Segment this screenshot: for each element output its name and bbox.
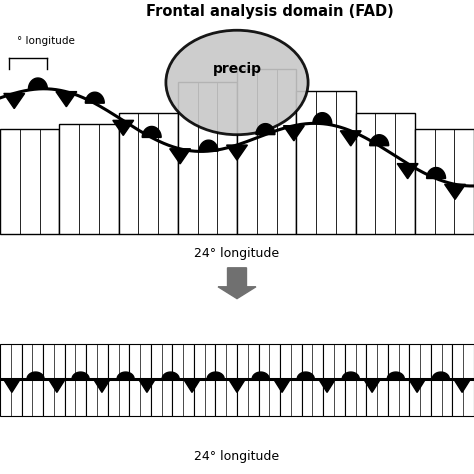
Text: Frontal analysis domain (FAD): Frontal analysis domain (FAD) [146, 4, 394, 19]
Bar [118, 113, 178, 234]
Polygon shape [4, 93, 25, 109]
Polygon shape [228, 379, 246, 392]
Bar [43, 344, 64, 416]
Polygon shape [364, 379, 381, 392]
Polygon shape [93, 379, 110, 392]
Bar [345, 344, 366, 416]
Polygon shape [28, 78, 47, 89]
Polygon shape [56, 91, 77, 107]
Bar [237, 69, 296, 234]
Bar [108, 344, 129, 416]
Bar [258, 344, 280, 416]
Bar [410, 344, 431, 416]
Bar [301, 344, 323, 416]
Bar [86, 344, 108, 416]
Polygon shape [207, 372, 224, 379]
Polygon shape [256, 124, 275, 135]
Polygon shape [319, 379, 336, 392]
Bar [178, 82, 237, 234]
Bar [415, 129, 474, 234]
Bar [0, 344, 21, 416]
Polygon shape [297, 372, 314, 379]
Polygon shape [85, 92, 104, 103]
Polygon shape [397, 164, 418, 179]
Polygon shape [409, 379, 426, 392]
Polygon shape [142, 127, 161, 137]
Polygon shape [342, 372, 359, 379]
Polygon shape [227, 145, 247, 160]
Bar [64, 344, 86, 416]
Polygon shape [113, 120, 134, 136]
Bar [453, 344, 474, 416]
Polygon shape [273, 379, 291, 392]
Polygon shape [252, 372, 269, 379]
Ellipse shape [166, 30, 308, 135]
Bar [296, 91, 356, 234]
Bar [151, 344, 173, 416]
Polygon shape [427, 167, 446, 179]
Bar [216, 344, 237, 416]
Polygon shape [162, 372, 179, 379]
Bar [323, 344, 345, 416]
Polygon shape [48, 379, 65, 392]
Bar [194, 344, 216, 416]
Bar [173, 344, 194, 416]
Bar [59, 124, 118, 234]
Polygon shape [283, 126, 304, 141]
Polygon shape [454, 379, 471, 392]
Polygon shape [387, 372, 404, 379]
Bar [431, 344, 453, 416]
Bar [388, 344, 410, 416]
Text: ° longitude: ° longitude [17, 36, 74, 46]
Polygon shape [138, 379, 155, 392]
Polygon shape [170, 149, 191, 164]
Bar [129, 344, 151, 416]
Polygon shape [72, 372, 89, 379]
Text: 24° longitude: 24° longitude [194, 450, 280, 463]
FancyArrow shape [218, 268, 256, 299]
Polygon shape [432, 372, 449, 379]
Polygon shape [183, 379, 201, 392]
Bar [21, 344, 43, 416]
Polygon shape [445, 184, 465, 200]
Bar [366, 344, 388, 416]
Polygon shape [370, 135, 389, 146]
Polygon shape [340, 131, 361, 146]
Text: precip: precip [212, 62, 262, 76]
Text: 24° longitude: 24° longitude [194, 247, 280, 260]
Polygon shape [117, 372, 134, 379]
Polygon shape [313, 113, 332, 124]
Bar [280, 344, 301, 416]
Polygon shape [3, 379, 20, 392]
Polygon shape [199, 140, 218, 151]
Bar [356, 113, 415, 234]
Bar [237, 344, 258, 416]
Polygon shape [27, 372, 44, 379]
Bar [0, 129, 59, 234]
